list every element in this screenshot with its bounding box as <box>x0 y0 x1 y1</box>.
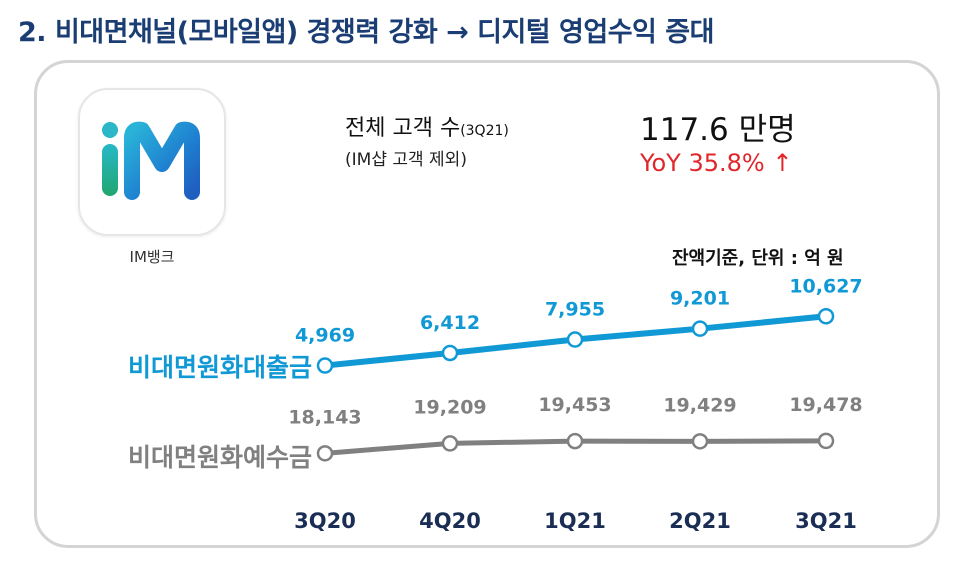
customers-label-text: 전체 고객 수 <box>345 116 461 141</box>
loans-data-label: 9,201 <box>670 288 730 310</box>
app-icon <box>78 88 226 236</box>
deposits-data-label: 19,429 <box>663 394 736 416</box>
deposits-data-point <box>441 435 459 452</box>
deposits-series-name: 비대면원화예수금 <box>128 443 312 472</box>
x-tick-label: 3Q20 <box>294 509 356 533</box>
deposits-data-label: 18,143 <box>288 406 361 428</box>
im-logo-icon <box>102 121 200 200</box>
deposits-data-point <box>691 433 709 450</box>
loans-data-label: 6,412 <box>420 312 480 334</box>
page-title: 2. 비대면채널(모바일앱) 경쟁력 강화 → 디지털 영업수익 증대 <box>18 17 714 48</box>
deposits-data-point <box>316 445 334 462</box>
deposits-data-point <box>817 432 835 450</box>
x-tick-label: 3Q21 <box>795 509 857 533</box>
loans-data-point <box>691 320 709 337</box>
loans-series-name: 비대면원화대출금 <box>128 353 312 382</box>
x-tick-label: 2Q21 <box>669 509 731 533</box>
customers-note: (IM샵 고객 제외) <box>345 150 467 170</box>
yoy-text: YoY 35.8% <box>640 149 765 177</box>
loans-data-label: 4,969 <box>295 325 355 347</box>
deposits-data-label: 19,478 <box>789 394 862 416</box>
customers-period: (3Q21) <box>460 123 509 139</box>
loans-data-point <box>566 331 584 348</box>
x-tick-label: 4Q20 <box>419 509 481 533</box>
total-customers-value: 117.6 만명 <box>640 112 796 148</box>
loans-data-point <box>441 344 459 362</box>
app-name: IM뱅크 <box>129 248 175 266</box>
customers-yoy: YoY 35.8% ↑ <box>640 149 792 177</box>
deposits-data-label: 19,209 <box>413 396 486 418</box>
loans-data-label: 10,627 <box>789 275 862 297</box>
loans-data-point <box>817 308 835 325</box>
deposits-data-label: 19,453 <box>538 394 611 416</box>
deposits-data-point <box>566 432 584 450</box>
unit-note: 잔액기준, 단위 : 억 원 <box>672 248 844 269</box>
total-customers-label: 전체 고객 수(3Q21) <box>345 110 509 142</box>
x-tick-label: 1Q21 <box>544 509 606 533</box>
loans-data-label: 7,955 <box>545 299 605 321</box>
up-arrow-icon: ↑ <box>772 149 793 177</box>
loans-data-point <box>316 357 334 374</box>
